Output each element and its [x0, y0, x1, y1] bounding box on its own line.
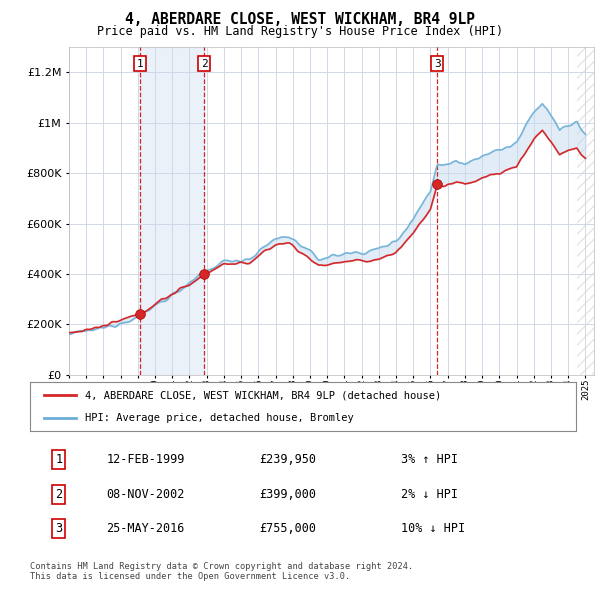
Text: £399,000: £399,000 [259, 487, 316, 501]
Text: 4, ABERDARE CLOSE, WEST WICKHAM, BR4 9LP (detached house): 4, ABERDARE CLOSE, WEST WICKHAM, BR4 9LP… [85, 391, 441, 401]
Text: HPI: Average price, detached house, Bromley: HPI: Average price, detached house, Brom… [85, 412, 353, 422]
Text: Price paid vs. HM Land Registry's House Price Index (HPI): Price paid vs. HM Land Registry's House … [97, 25, 503, 38]
Text: This data is licensed under the Open Government Licence v3.0.: This data is licensed under the Open Gov… [30, 572, 350, 581]
Bar [577, 47, 594, 375]
Text: 08-NOV-2002: 08-NOV-2002 [106, 487, 185, 501]
Text: 1: 1 [55, 453, 62, 466]
Text: 2: 2 [201, 58, 208, 68]
Text: 4, ABERDARE CLOSE, WEST WICKHAM, BR4 9LP: 4, ABERDARE CLOSE, WEST WICKHAM, BR4 9LP [125, 12, 475, 27]
Bar [140, 47, 204, 375]
Text: 3: 3 [55, 522, 62, 535]
Text: 25-MAY-2016: 25-MAY-2016 [106, 522, 185, 535]
Text: 2% ↓ HPI: 2% ↓ HPI [401, 487, 458, 501]
Text: 2: 2 [55, 487, 62, 501]
Text: 3: 3 [434, 58, 440, 68]
Text: 10% ↓ HPI: 10% ↓ HPI [401, 522, 466, 535]
Text: Contains HM Land Registry data © Crown copyright and database right 2024.: Contains HM Land Registry data © Crown c… [30, 562, 413, 571]
Text: 1: 1 [136, 58, 143, 68]
Text: £755,000: £755,000 [259, 522, 316, 535]
Text: £239,950: £239,950 [259, 453, 316, 466]
Text: 12-FEB-1999: 12-FEB-1999 [106, 453, 185, 466]
Text: 3% ↑ HPI: 3% ↑ HPI [401, 453, 458, 466]
